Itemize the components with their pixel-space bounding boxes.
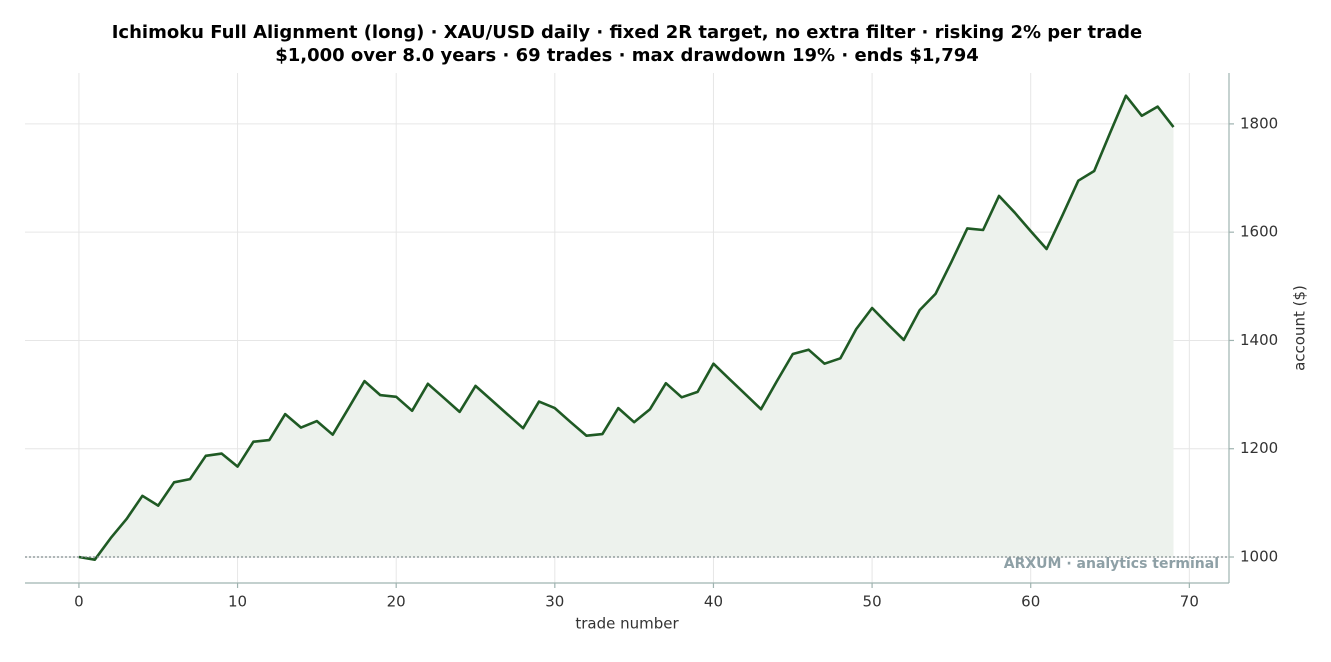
watermark: ARXUM · analytics terminal bbox=[1004, 556, 1219, 572]
x-tick-label: 0 bbox=[74, 593, 84, 611]
chart-title: Ichimoku Full Alignment (long) · XAU/USD… bbox=[112, 22, 1143, 43]
x-tick-label: 20 bbox=[387, 593, 406, 611]
area bbox=[78, 95, 1174, 560]
y-tick-label: 1200 bbox=[1240, 439, 1278, 457]
chart-subtitle: $1,000 over 8.0 years · 69 trades · max … bbox=[275, 45, 979, 66]
x-tick-label: 10 bbox=[228, 593, 247, 611]
x-tick-label: 30 bbox=[545, 593, 564, 611]
y-tick-label: 1800 bbox=[1240, 114, 1278, 132]
x-tick-label: 50 bbox=[863, 593, 882, 611]
x-tick-label: 60 bbox=[1021, 593, 1040, 611]
y-axis-label: account ($) bbox=[1291, 285, 1309, 371]
x-tick-label: 40 bbox=[704, 593, 723, 611]
x-tick-label: 70 bbox=[1180, 593, 1199, 611]
y-tick-label: 1000 bbox=[1240, 548, 1278, 566]
line bbox=[78, 94, 1175, 561]
y-tick-label: 1600 bbox=[1240, 223, 1278, 241]
x-axis-label: trade number bbox=[575, 615, 679, 633]
y-tick-label: 1400 bbox=[1240, 331, 1278, 349]
